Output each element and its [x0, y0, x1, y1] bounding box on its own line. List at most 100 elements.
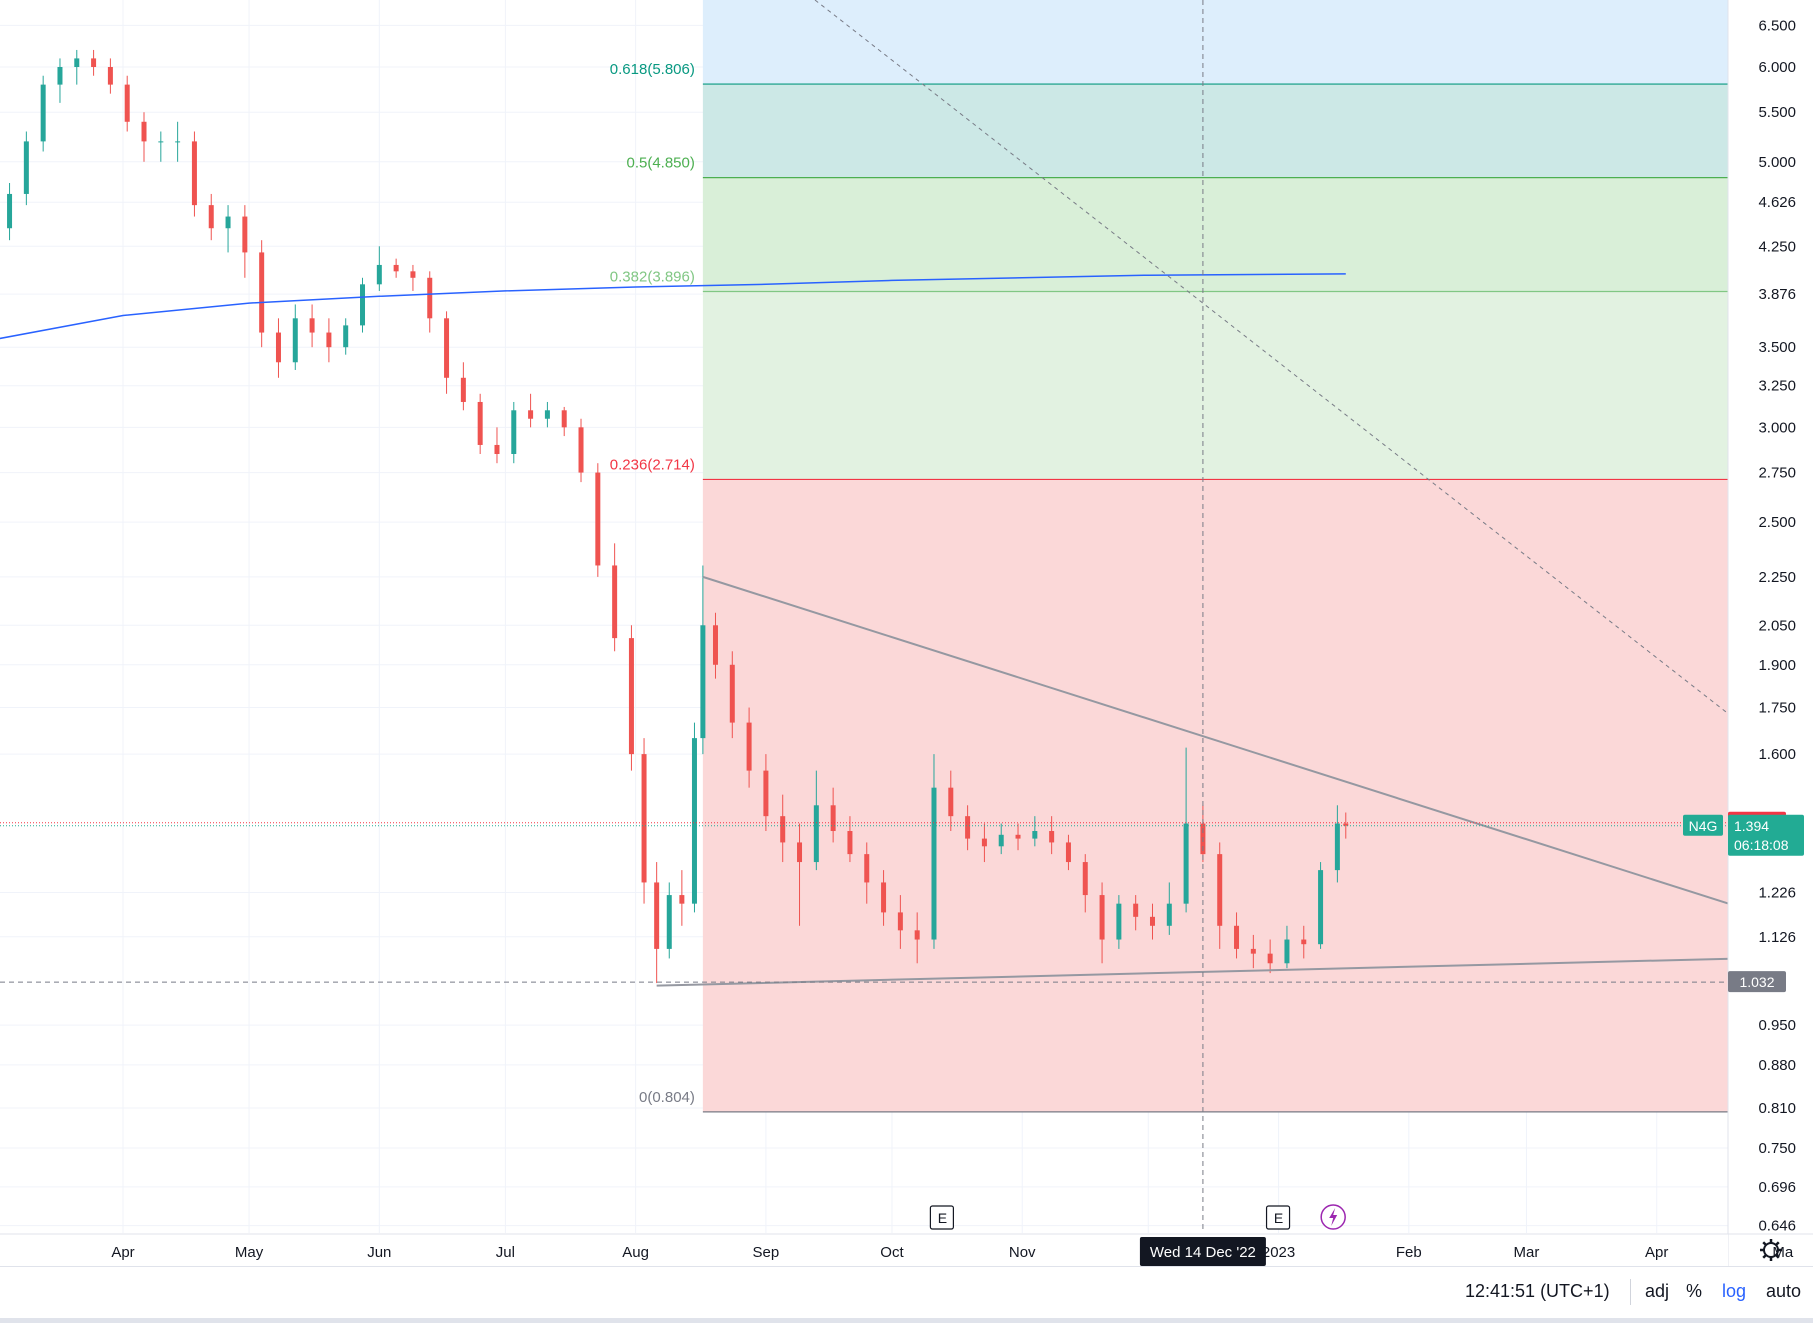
chart-canvas[interactable]: 0.618(5.806) 0.5(4.850) 0.382(3.896) 0.236(…: [0, 0, 1813, 1266]
price-tick-label: 0.646: [1758, 1218, 1796, 1235]
candle-body: [225, 216, 231, 229]
candle-body: [7, 193, 13, 229]
candle-body: [595, 472, 601, 566]
candle-body: [393, 264, 399, 272]
price-tag-low: [1728, 971, 1786, 993]
candle-body: [23, 141, 29, 194]
price-tag-last: [1728, 814, 1804, 856]
candle-body: [460, 377, 466, 402]
candle-body: [74, 58, 80, 67]
gear-tooth: [1775, 1254, 1780, 1259]
candle-body: [914, 930, 920, 940]
candle-body: [641, 754, 647, 883]
candle-body: [1032, 831, 1038, 839]
price-tag-countdown: 06:18:08: [1734, 837, 1789, 853]
candle-body: [477, 401, 483, 445]
fib-retracement[interactable]: 0.618(5.806) 0.5(4.850) 0.382(3.896) 0.236(…: [610, 0, 1728, 1113]
candle-body: [561, 410, 567, 428]
candle-body: [847, 831, 853, 855]
price-tick-label: 1.900: [1758, 657, 1796, 674]
time-tick-label: May: [235, 1244, 264, 1261]
candle-body: [931, 787, 937, 940]
earnings-marker[interactable]: [929, 1205, 954, 1230]
lower-trendline[interactable]: [656, 957, 1741, 987]
candle-body: [830, 805, 836, 832]
price-tick-label: 1.600: [1758, 746, 1796, 763]
candle-body: [881, 882, 887, 913]
price-tag-last-label: 1.394: [1734, 818, 1769, 834]
moving-average-line[interactable]: [0, 273, 1346, 340]
candle-body: [376, 264, 382, 285]
fib-level-label: 0.236(2.714): [610, 456, 695, 473]
upper-trendline[interactable]: [702, 575, 1750, 912]
price-tick-label: 3.250: [1758, 378, 1796, 395]
candle-body: [511, 410, 517, 454]
auto-toggle[interactable]: auto: [1766, 1281, 1802, 1301]
candle-body: [57, 67, 63, 85]
candle-body: [494, 444, 500, 454]
time-tick-label: Nov: [1009, 1244, 1036, 1261]
price-tick-label: 4.626: [1758, 194, 1796, 211]
candle-body: [578, 427, 584, 473]
gear-tooth: [1775, 1241, 1780, 1246]
candle-body: [343, 325, 349, 348]
candle-body: [780, 816, 786, 843]
symbol-tag-label: N4G: [1689, 818, 1718, 834]
candle-body: [242, 216, 248, 253]
earnings-marker-letter: E: [1274, 1210, 1283, 1226]
price-tick-label: 2.750: [1758, 465, 1796, 482]
symbol-tag: [1683, 814, 1723, 836]
candle-body: [1049, 831, 1055, 843]
candle-body: [763, 770, 769, 817]
candle-body: [712, 625, 718, 665]
candle-body: [326, 332, 332, 348]
price-tick-label: 1.126: [1758, 929, 1796, 946]
candle-body: [864, 854, 870, 883]
price-tick-label: 2.050: [1758, 617, 1796, 634]
price-tick-label: 1.750: [1758, 700, 1796, 717]
candle-body: [729, 664, 735, 723]
dashed-diagonal[interactable]: [814, 0, 1729, 714]
candle-body: [1334, 823, 1340, 871]
time-tick-label: Jul: [496, 1244, 515, 1261]
price-tick-label: 2.500: [1758, 514, 1796, 531]
candle-body: [1082, 862, 1088, 896]
candle-body: [275, 332, 281, 363]
candle-body: [965, 816, 971, 839]
time-axis[interactable]: Apr May Jun Jul Aug Sep Oct Nov 2023 Feb Mar Apr Ma W…: [0, 1233, 1813, 1266]
time-tick-label: Feb: [1396, 1244, 1422, 1261]
candle-body: [107, 67, 113, 85]
clock-readout: 12:41:51 (UTC+1): [1465, 1281, 1610, 1301]
percent-toggle[interactable]: %: [1686, 1281, 1703, 1301]
time-tick-label: Sep: [753, 1244, 780, 1261]
candle-body: [444, 318, 450, 378]
log-toggle[interactable]: log: [1722, 1281, 1747, 1301]
price-tick-label: 0.696: [1758, 1179, 1796, 1196]
candle-body: [1166, 903, 1172, 926]
price-tick-label: 2.250: [1758, 569, 1796, 586]
candle-body: [175, 141, 181, 143]
candle-body: [628, 638, 634, 755]
fib-zone: [702, 291, 1728, 480]
candle-body: [259, 252, 265, 333]
candle-body: [679, 895, 685, 904]
candle-body: [654, 882, 660, 949]
time-tick-label: 2023: [1262, 1244, 1295, 1261]
candle-body: [309, 318, 315, 333]
lightning-bolt: [1329, 1208, 1338, 1226]
price-axis[interactable]: 6.500 6.000 5.500 5.000 4.626 4.250 3.876 3.500…: [1727, 0, 1813, 1266]
candle-body: [897, 912, 903, 931]
adj-toggle[interactable]: adj: [1645, 1281, 1670, 1301]
candle-body: [1217, 854, 1223, 926]
price-axis-bg: [1728, 0, 1813, 1266]
candle-body: [612, 565, 618, 639]
price-tick-label: 6.500: [1758, 17, 1796, 34]
earnings-marker[interactable]: [1265, 1205, 1291, 1230]
candle-body: [1015, 834, 1021, 839]
candle-body: [797, 842, 803, 863]
time-axis-bg: [0, 1234, 1728, 1266]
fib-zone: [702, 0, 1728, 85]
candle-body: [360, 284, 366, 326]
fib-zone: [702, 84, 1728, 178]
